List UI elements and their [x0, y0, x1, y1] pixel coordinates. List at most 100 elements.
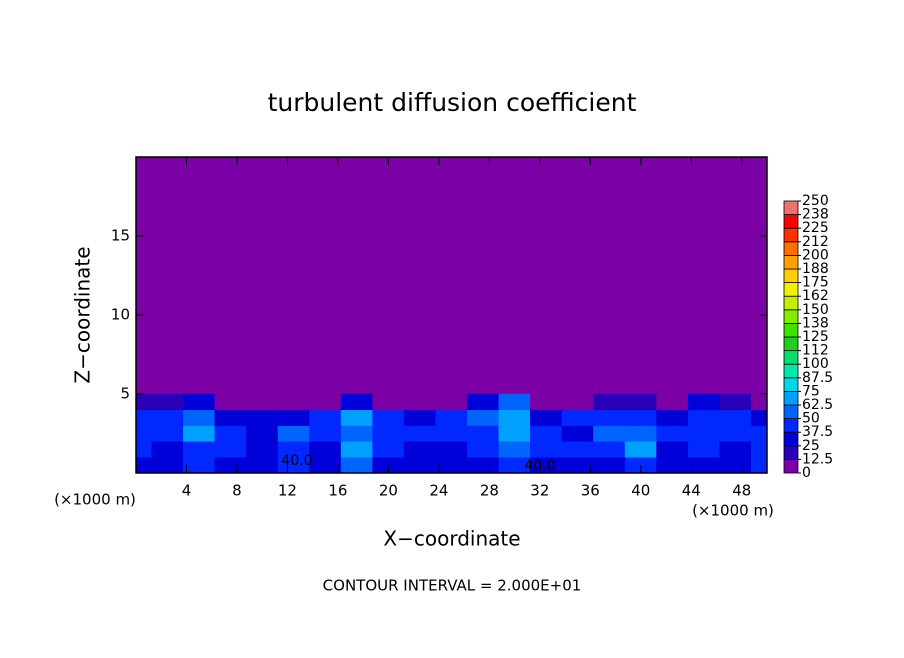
field-cell [719, 425, 752, 442]
field-cell [340, 456, 373, 473]
field-cell [403, 441, 436, 458]
x-tick-label: 28 [480, 482, 499, 500]
field-cell [340, 425, 373, 442]
field-cell [183, 425, 216, 442]
x-tick-label: 32 [530, 482, 549, 500]
colorbar-swatch [783, 254, 799, 270]
colorbar-label: 100 [802, 356, 829, 372]
field-cell [530, 393, 563, 411]
field-cell [435, 456, 468, 473]
colorbar-swatch [783, 445, 799, 460]
field-cell [719, 441, 752, 458]
colorbar-swatch [783, 404, 799, 420]
y-tick-label: 10 [111, 306, 130, 324]
field-cell [656, 425, 689, 442]
field-cell [467, 425, 500, 442]
field-cell [340, 409, 373, 426]
field-cell [246, 409, 279, 426]
colorbar-swatch [783, 295, 799, 311]
field-cell [624, 393, 657, 411]
field-cell [467, 456, 500, 473]
colorbar-label: 188 [802, 261, 829, 277]
field-cell [403, 425, 436, 442]
colorbar-swatch [783, 309, 799, 324]
colorbar-label: 112 [802, 343, 829, 359]
field-cell [183, 409, 216, 426]
field-cell [656, 409, 689, 426]
field-cell [530, 425, 563, 442]
field-cell [656, 456, 689, 473]
colorbar-label: 250 [802, 193, 829, 209]
field-cell [719, 456, 752, 473]
field-cell [719, 393, 752, 411]
contour-label: 40.0 [281, 453, 312, 469]
field-cell [277, 393, 310, 411]
x-unit: (×1000 m) [54, 491, 136, 509]
field-cell [309, 409, 342, 426]
x-tick-label: 20 [379, 482, 398, 500]
field-cell [593, 409, 626, 426]
colorbar-label: 12.5 [802, 451, 833, 467]
field-cell [561, 456, 594, 473]
colorbar-swatch [783, 268, 799, 284]
field-cell [151, 425, 184, 442]
field-cell [498, 409, 531, 426]
colorbar-swatch [783, 350, 799, 365]
field-cell [530, 441, 563, 458]
field-cell [309, 425, 342, 442]
field-cell [340, 441, 373, 458]
field-cell [687, 409, 720, 426]
x-unit: (×1000 m) [692, 502, 774, 520]
field-cell [624, 441, 657, 458]
field-cell [151, 393, 184, 411]
field-cell [624, 409, 657, 426]
field-cell [687, 441, 720, 458]
field-cell [309, 456, 342, 473]
field-cell [435, 441, 468, 458]
y-tick-label: 15 [111, 227, 130, 245]
colorbar-label: 138 [802, 315, 829, 331]
field-cell [246, 456, 279, 473]
colorbar-label: 37.5 [802, 424, 833, 440]
field-cell [277, 425, 310, 442]
field-cell [435, 409, 468, 426]
field-cell [309, 441, 342, 458]
field-cell [467, 409, 500, 426]
colorbar-swatch [783, 458, 799, 474]
x-tick-label: 40 [631, 482, 650, 500]
x-tick-label: 16 [328, 482, 347, 500]
field-cell [372, 425, 405, 442]
field-cell [435, 425, 468, 442]
colorbar-swatch [783, 377, 799, 392]
field-cell [498, 425, 531, 442]
x-tick-label: 24 [429, 482, 448, 500]
field-cell [372, 409, 405, 426]
field-cell [151, 456, 184, 473]
field-cell [593, 456, 626, 473]
field-cell [435, 393, 468, 411]
field-cell [214, 456, 247, 473]
y-tick-label: 5 [120, 385, 130, 403]
x-tick-label: 36 [581, 482, 600, 500]
field-cell [687, 425, 720, 442]
colorbar-label: 225 [802, 220, 829, 236]
x-tick-label: 44 [682, 482, 701, 500]
colorbar-label: 87.5 [802, 370, 833, 386]
field-cell [656, 393, 689, 411]
colorbar-swatch [783, 390, 799, 406]
colorbar-label: 25 [802, 438, 820, 454]
chart-title: turbulent diffusion coefficient [268, 88, 637, 117]
field-cell [403, 409, 436, 426]
field-cell [593, 441, 626, 458]
x-tick-label: 12 [278, 482, 297, 500]
field-cell [214, 409, 247, 426]
field-cell [214, 441, 247, 458]
colorbar-swatch [783, 336, 799, 352]
field-cell [498, 393, 531, 411]
field-cell [467, 441, 500, 458]
field-cell [372, 441, 405, 458]
colorbar-swatch [783, 282, 799, 297]
colorbar-label: 0 [802, 465, 811, 481]
field-cell [687, 456, 720, 473]
field-cell [593, 425, 626, 442]
